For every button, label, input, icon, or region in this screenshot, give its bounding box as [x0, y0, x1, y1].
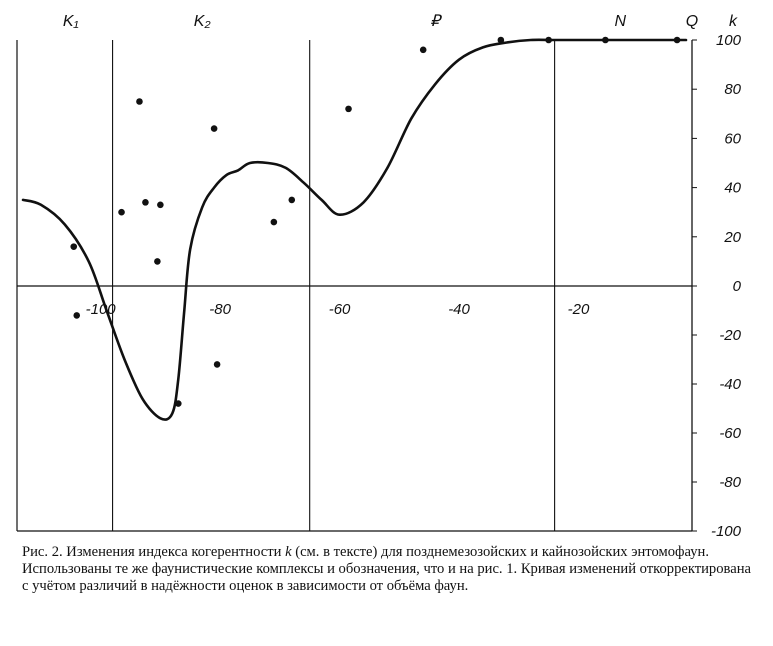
point-series [70, 36, 681, 407]
data-point [142, 199, 149, 206]
y-tick-label: 100 [716, 32, 742, 49]
x-tick-label: -40 [448, 301, 470, 318]
x-tick-label: -60 [329, 301, 351, 318]
period-label: N [615, 13, 627, 30]
y-axis-label: k [729, 13, 738, 30]
data-point [602, 36, 609, 44]
period-label: K₂ [194, 13, 211, 30]
chart: K₁ K₂ ₽ N Q -100 -80 -60 -40 -20 100 80 60 40 20 0 -20… [16, 13, 742, 540]
data-point [210, 125, 218, 132]
y-tick-label: -40 [719, 376, 741, 393]
y-tick-label: -100 [711, 523, 742, 540]
period-boundaries [112, 40, 693, 531]
data-point [345, 105, 352, 113]
data-point [157, 201, 164, 209]
data-point [70, 243, 78, 250]
y-tick-label: -60 [719, 425, 741, 442]
y-tick-label: -20 [719, 327, 741, 344]
data-point [288, 196, 296, 204]
data-point [213, 361, 221, 368]
data-point [136, 98, 143, 105]
curve-series [21, 38, 688, 421]
data-point [154, 258, 161, 265]
y-tick-label: 0 [733, 278, 742, 295]
period-label: ₽ [430, 13, 443, 30]
k-curve [21, 38, 688, 421]
data-point [545, 36, 552, 44]
y-axis-ticks: 100 80 60 40 20 0 -20 -40 -60 -80 -100 [692, 32, 742, 540]
data-point [497, 36, 505, 44]
x-axis-ticks: -100 -80 -60 -40 -20 [86, 301, 590, 318]
caption-label: Рис. 2. [22, 544, 63, 560]
caption-text-1: Изменения индекса когерентности [62, 544, 286, 560]
y-tick-label: 40 [724, 180, 741, 197]
y-tick-label: 20 [723, 229, 741, 246]
data-point [419, 46, 427, 54]
x-tick-label: -20 [568, 301, 590, 318]
caption-text-2: (см. в тексте) для позднемезозойских и к… [22, 544, 751, 594]
x-tick-label: -100 [86, 301, 117, 318]
y-tick-label: 80 [724, 81, 741, 98]
period-label: K₁ [63, 13, 79, 30]
period-labels: K₁ K₂ ₽ N Q [63, 13, 698, 30]
y-tick-label: -80 [719, 474, 741, 491]
caption-k: k [285, 544, 292, 560]
data-point [270, 218, 278, 226]
x-tick-label: -80 [209, 301, 231, 318]
plot-frame [16, 40, 693, 532]
data-point [174, 400, 182, 407]
period-label: Q [686, 13, 698, 30]
y-tick-label: 60 [724, 130, 741, 147]
data-point [673, 36, 681, 44]
data-point [118, 208, 125, 216]
data-point [73, 312, 81, 319]
figure-caption: Рис. 2. Изменения индекса когерентности … [22, 544, 757, 595]
